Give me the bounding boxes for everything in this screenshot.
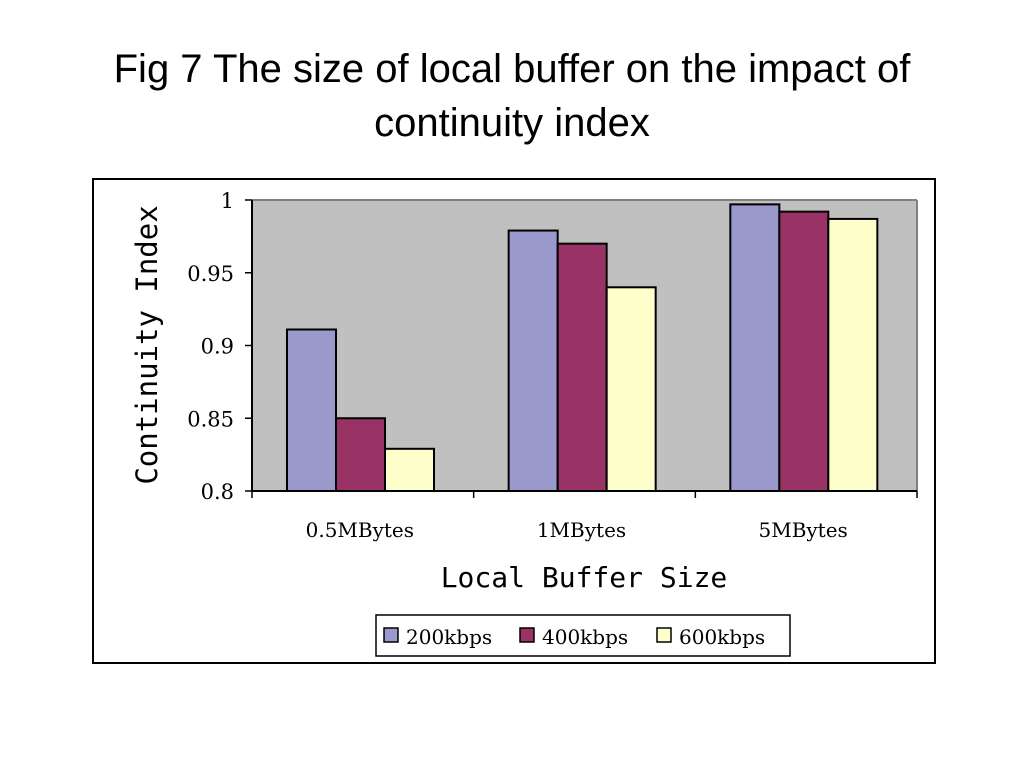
legend-swatch-600kbps xyxy=(656,627,672,643)
legend-swatch-400kbps xyxy=(519,627,535,643)
legend-label-600kbps: 600kbps xyxy=(679,625,765,649)
bar-group xyxy=(286,203,879,493)
bar-400kbps-1MBytes xyxy=(556,242,608,492)
slide-title-line-1: Fig 7 The size of local buffer on the im… xyxy=(113,47,911,91)
slide-title-line-2: continuity index xyxy=(374,101,650,145)
legend-box xyxy=(375,614,791,657)
x-axis-label: Local Buffer Size xyxy=(441,561,728,594)
x-tick-group: 0.5MBytes 1MBytes 5MBytes xyxy=(251,491,918,542)
legend: 200kbps 400kbps 600kbps xyxy=(383,625,765,649)
y-tick-group: 0.8 0.85 0.9 0.95 1 xyxy=(187,189,252,504)
y-tick-label: 0.8 xyxy=(201,480,234,504)
x-tick-label: 1MBytes xyxy=(537,518,626,542)
bar-600kbps-5MBytes xyxy=(827,217,879,492)
legend-label-400kbps: 400kbps xyxy=(542,625,628,649)
bar-600kbps-1MBytes xyxy=(605,286,657,492)
legend-swatch-200kbps xyxy=(383,627,399,643)
y-tick-label: 0.95 xyxy=(187,262,234,286)
legend-label-200kbps: 200kbps xyxy=(406,625,492,649)
bar-200kbps-5MBytes xyxy=(729,203,781,493)
y-axis-label: Continuity Index xyxy=(130,205,164,484)
y-tick-label: 0.85 xyxy=(187,407,234,431)
bar-200kbps-1MBytes xyxy=(507,229,559,492)
bar-400kbps-0.5MBytes xyxy=(335,417,386,492)
x-tick-label: 5MBytes xyxy=(758,518,847,542)
x-tick-label: 0.5MBytes xyxy=(306,518,414,542)
y-tick-label: 0.9 xyxy=(201,335,234,359)
bar-400kbps-5MBytes xyxy=(778,210,830,492)
slide-title: Fig 7 The size of local buffer on the im… xyxy=(60,42,964,150)
bar-600kbps-0.5MBytes xyxy=(384,447,435,492)
bar-200kbps-0.5MBytes xyxy=(286,328,337,492)
y-tick-label: 1 xyxy=(221,189,234,213)
